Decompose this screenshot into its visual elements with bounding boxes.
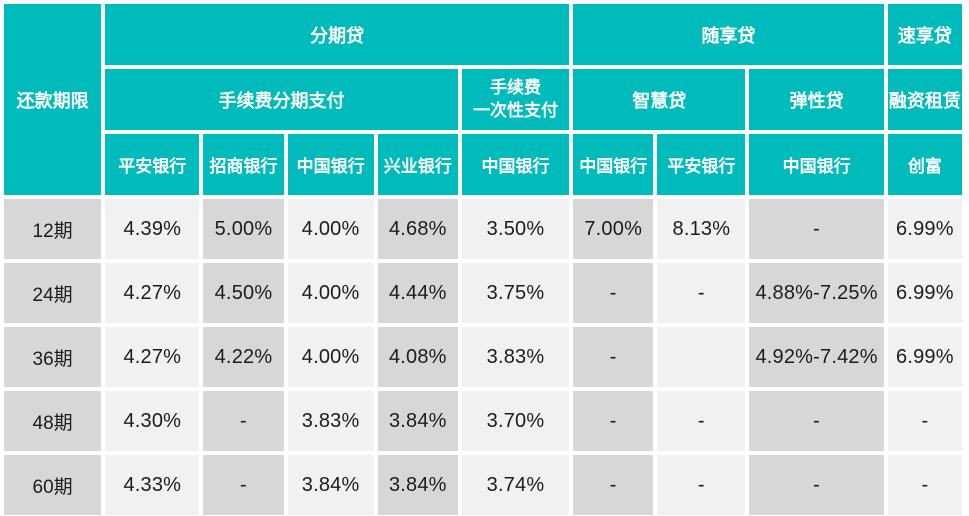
data-cell: - [749, 455, 884, 515]
corner-header-repayment-period: 还款期限 [4, 4, 102, 195]
bank-header-boc-elastic: 中国银行 [749, 134, 884, 195]
data-cell: 3.84% [377, 455, 458, 515]
data-cell: - [657, 263, 746, 323]
data-cell: 4.44% [377, 263, 458, 323]
subheader-fee-onetime-payment: 手续费 一次性支付 [461, 69, 570, 130]
data-cell: - [749, 391, 884, 451]
data-cell: 3.70% [461, 391, 570, 451]
data-cell: 4.33% [105, 455, 200, 515]
data-cell: 4.68% [377, 199, 458, 259]
data-cell: 6.99% [887, 327, 962, 387]
data-cell: 4.92%-7.42% [749, 327, 884, 387]
data-cell: - [573, 327, 654, 387]
bank-header-chuangfu: 创富 [887, 134, 962, 195]
period-cell: 24期 [4, 263, 102, 323]
data-cell: 4.50% [203, 263, 284, 323]
data-cell: 4.00% [287, 327, 374, 387]
header-row-subgroups: 手续费分期支付 手续费 一次性支付 智慧贷 弹性贷 融资租赁 [4, 69, 962, 130]
table-row-36qi: 36期 4.27% 4.22% 4.00% 4.08% 3.83% - 4.92… [4, 327, 962, 387]
period-cell: 36期 [4, 327, 102, 387]
data-cell: - [887, 391, 962, 451]
bank-header-zhaoshang: 招商银行 [203, 134, 284, 195]
bank-header-pingan: 平安银行 [105, 134, 200, 195]
data-cell: 4.88%-7.25% [749, 263, 884, 323]
bank-header-xingye: 兴业银行 [377, 134, 458, 195]
subheader-elastic-loan: 弹性贷 [749, 69, 884, 130]
group-header-suxiang-loan: 速享贷 [887, 4, 962, 65]
bank-header-boc-onetime: 中国银行 [461, 134, 570, 195]
period-cell: 12期 [4, 199, 102, 259]
bank-header-pingan-zhihui: 平安银行 [657, 134, 746, 195]
data-cell: 8.13% [657, 199, 746, 259]
header-row-groups: 还款期限 分期贷 随享贷 速享贷 [4, 4, 962, 195]
period-cell: 60期 [4, 455, 102, 515]
data-cell: 4.39% [105, 199, 200, 259]
period-cell: 48期 [4, 391, 102, 451]
data-cell: 6.99% [887, 199, 962, 259]
data-cell: 3.84% [377, 391, 458, 451]
data-cell: - [203, 391, 284, 451]
subheader-zhihui-loan: 智慧贷 [573, 69, 746, 130]
bank-header-boc-installment: 中国银行 [287, 134, 374, 195]
table-row-24qi: 24期 4.27% 4.50% 4.00% 4.44% 3.75% - - 4.… [4, 263, 962, 323]
data-cell: 3.75% [461, 263, 570, 323]
data-cell: 7.00% [573, 199, 654, 259]
subheader-fee-installment-payment: 手续费分期支付 [105, 69, 458, 130]
data-cell: - [203, 455, 284, 515]
group-header-installment-loan: 分期贷 [105, 4, 570, 65]
data-cell: 3.83% [461, 327, 570, 387]
data-cell: 4.27% [105, 263, 200, 323]
table-row-12qi: 12期 4.39% 5.00% 4.00% 4.68% 3.50% 7.00% … [4, 199, 962, 259]
data-cell: 3.83% [287, 391, 374, 451]
data-cell: - [573, 391, 654, 451]
header-row-banks: 平安银行 招商银行 中国银行 兴业银行 中国银行 中国银行 平安银行 中国银行 … [4, 134, 962, 195]
data-cell: 3.84% [287, 455, 374, 515]
data-cell: 4.00% [287, 199, 374, 259]
data-cell: 4.00% [287, 263, 374, 323]
table-row-48qi: 48期 4.30% - 3.83% 3.84% 3.70% - - - - [4, 391, 962, 451]
data-cell: 4.08% [377, 327, 458, 387]
data-cell: - [573, 455, 654, 515]
data-cell: 3.74% [461, 455, 570, 515]
subheader-financing-lease: 融资租赁 [887, 69, 962, 130]
data-cell-empty [657, 327, 746, 387]
table-row-60qi: 60期 4.33% - 3.84% 3.84% 3.74% - - - - [4, 455, 962, 515]
bank-header-boc-zhihui: 中国银行 [573, 134, 654, 195]
data-cell: 4.30% [105, 391, 200, 451]
data-cell: 3.50% [461, 199, 570, 259]
group-header-suixiang-loan: 随享贷 [573, 4, 884, 65]
data-cell: 4.27% [105, 327, 200, 387]
data-cell: - [573, 263, 654, 323]
data-cell: - [887, 455, 962, 515]
data-cell: - [657, 455, 746, 515]
data-cell: 5.00% [203, 199, 284, 259]
data-cell: 4.22% [203, 327, 284, 387]
data-cell: - [749, 199, 884, 259]
data-cell: 6.99% [887, 263, 962, 323]
data-cell: - [657, 391, 746, 451]
